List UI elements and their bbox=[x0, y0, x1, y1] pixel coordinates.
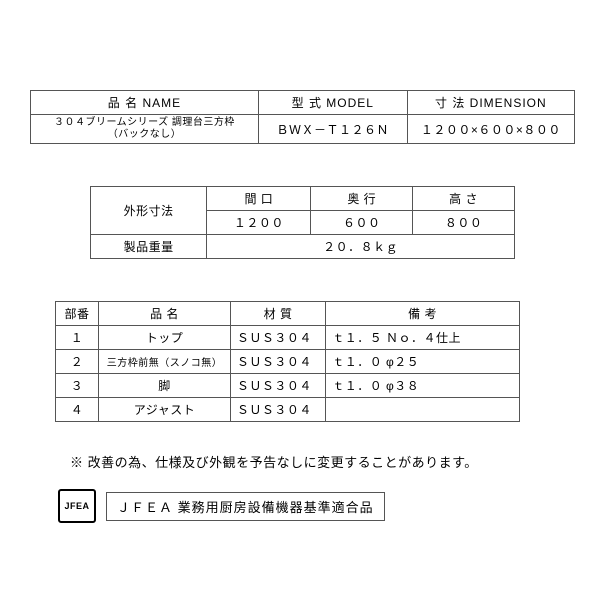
cell-rem: ｔ１．５ Ｎｏ．４仕上 bbox=[326, 326, 520, 350]
table-row: １トップＳＵＳ３０４ｔ１．５ Ｎｏ．４仕上 bbox=[56, 326, 520, 350]
cell-mat: ＳＵＳ３０４ bbox=[230, 326, 325, 350]
hdr-w: 間 口 bbox=[207, 187, 311, 211]
table-row: ３脚ＳＵＳ３０４ｔ１．０ φ３８ bbox=[56, 374, 520, 398]
cell-name: 脚 bbox=[99, 374, 231, 398]
val-h: ８００ bbox=[413, 211, 515, 235]
weight-value: ２０．８ｋｇ bbox=[207, 235, 515, 259]
jfea-text: ＪＦＥＡ 業務用厨房設備機器基準適合品 bbox=[106, 492, 385, 521]
cell-mat: ＳＵＳ３０４ bbox=[230, 374, 325, 398]
hdr-rem: 備 考 bbox=[326, 302, 520, 326]
table-row: ４アジャストＳＵＳ３０４ bbox=[56, 398, 520, 422]
cell-no: １ bbox=[56, 326, 99, 350]
jfea-row: JFEA ＪＦＥＡ 業務用厨房設備機器基準適合品 bbox=[30, 489, 580, 523]
cell-mat: ＳＵＳ３０４ bbox=[230, 350, 325, 374]
hdr-no: 部番 bbox=[56, 302, 99, 326]
cell-no: ４ bbox=[56, 398, 99, 422]
weight-label: 製品重量 bbox=[91, 235, 207, 259]
hdr-dim: 寸 法 DIMENSION bbox=[407, 91, 574, 115]
cell-rem: ｔ１．０ φ３８ bbox=[326, 374, 520, 398]
cell-mat: ＳＵＳ３０４ bbox=[230, 398, 325, 422]
product-header-table: 品 名 NAME 型 式 MODEL 寸 法 DIMENSION ３０４ブリーム… bbox=[30, 90, 575, 144]
hdr-h: 高 さ bbox=[413, 187, 515, 211]
dimension-table: 外形寸法 間 口 奥 行 高 さ １２００ ６００ ８００ 製品重量 ２０．８ｋ… bbox=[90, 186, 515, 259]
val-w: １２００ bbox=[207, 211, 311, 235]
cell-name: アジャスト bbox=[99, 398, 231, 422]
hdr-d: 奥 行 bbox=[311, 187, 413, 211]
hdr-pname: 品 名 bbox=[99, 302, 231, 326]
row-name-l2: （バックなし） bbox=[108, 129, 182, 140]
val-d: ６００ bbox=[311, 211, 413, 235]
cell-no: ３ bbox=[56, 374, 99, 398]
cell-no: ２ bbox=[56, 350, 99, 374]
row-model: ＢＷＸ－Ｔ１２６Ｎ bbox=[258, 115, 407, 144]
cell-name: 三方枠前無（スノコ無） bbox=[99, 350, 231, 374]
cell-name: トップ bbox=[99, 326, 231, 350]
table-row: ２三方枠前無（スノコ無）ＳＵＳ３０４ｔ１．０ φ２５ bbox=[56, 350, 520, 374]
cell-rem bbox=[326, 398, 520, 422]
hdr-mat: 材 質 bbox=[230, 302, 325, 326]
outer-dim-label: 外形寸法 bbox=[91, 187, 207, 235]
change-note: ※ 改善の為、仕様及び外観を予告なしに変更することがあります。 bbox=[30, 452, 580, 471]
hdr-name: 品 名 NAME bbox=[31, 91, 259, 115]
cell-rem: ｔ１．０ φ２５ bbox=[326, 350, 520, 374]
row-name: ３０４ブリームシリーズ 調理台三方枠 （バックなし） bbox=[31, 115, 259, 144]
row-dim: １２００×６００×８００ bbox=[407, 115, 574, 144]
jfea-logo-icon: JFEA bbox=[58, 489, 96, 523]
row-name-l1: ３０４ブリームシリーズ 調理台三方枠 bbox=[54, 117, 235, 128]
hdr-model: 型 式 MODEL bbox=[258, 91, 407, 115]
parts-table: 部番 品 名 材 質 備 考 １トップＳＵＳ３０４ｔ１．５ Ｎｏ．４仕上２三方枠… bbox=[55, 301, 520, 422]
